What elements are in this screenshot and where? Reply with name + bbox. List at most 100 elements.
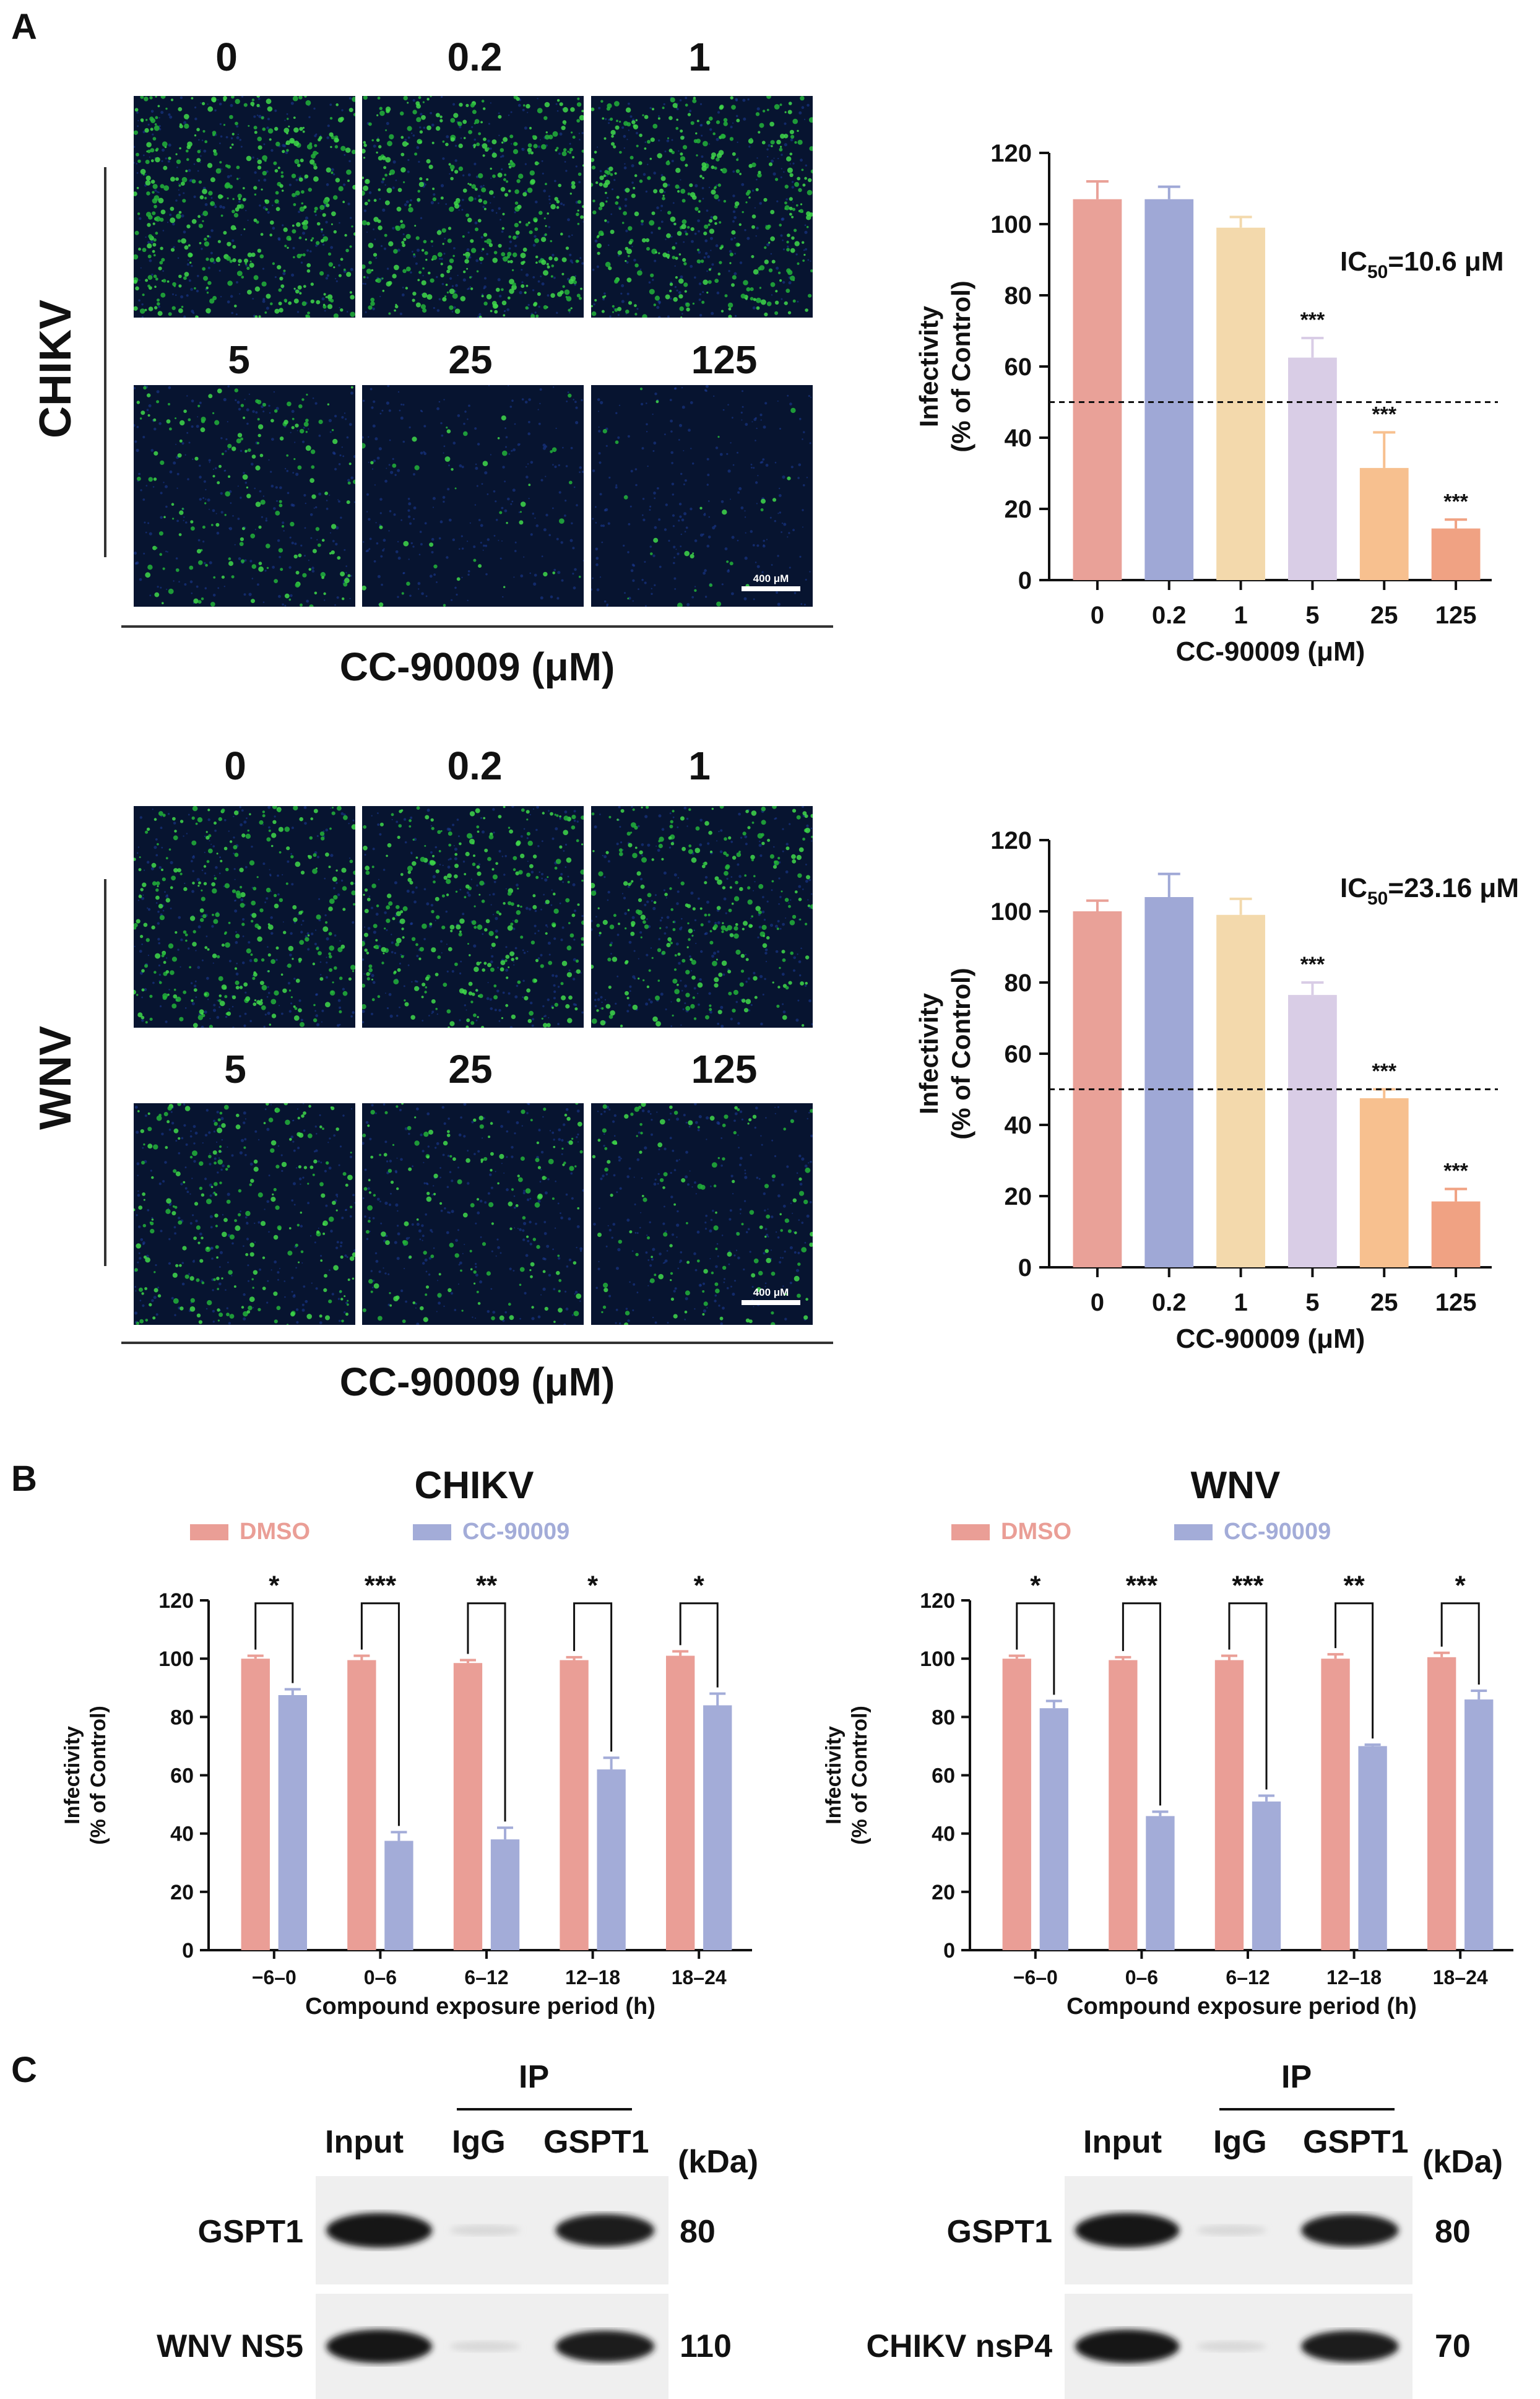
nucleus-dot [548, 534, 551, 537]
nucleus-dot [689, 110, 691, 112]
nucleus-dot [792, 181, 794, 183]
nucleus-dot [605, 508, 608, 511]
infected-cell-dot [469, 982, 473, 986]
nucleus-dot [309, 250, 312, 253]
infected-cell-dot [146, 176, 151, 181]
infected-cell-dot [756, 188, 759, 191]
infected-cell-dot [623, 121, 628, 126]
infected-cell-dot [563, 107, 568, 113]
infected-cell-dot [572, 914, 576, 918]
infected-cell-dot [703, 232, 707, 235]
nucleus-dot [810, 261, 811, 262]
nucleus-dot [441, 952, 443, 953]
infected-cell-dot [537, 108, 543, 113]
infected-cell-dot [764, 246, 766, 249]
nucleus-dot [563, 204, 565, 206]
infected-cell-dot [469, 183, 472, 186]
infected-cell-dot [655, 251, 657, 254]
infected-cell-dot [771, 140, 775, 144]
infected-cell-dot [569, 148, 573, 152]
nucleus-dot [411, 132, 412, 134]
infected-cell-dot [628, 241, 632, 245]
nucleus-dot [335, 543, 337, 545]
nucleus-dot [245, 866, 248, 869]
infected-cell-dot [698, 200, 701, 202]
infected-cell-dot [147, 223, 150, 227]
nucleus-dot [616, 843, 619, 845]
nucleus-dot [795, 1018, 798, 1022]
nucleus-dot [576, 504, 578, 506]
nucleus-dot [196, 425, 199, 428]
nucleus-dot [797, 1000, 799, 1002]
infected-cell-dot [602, 118, 604, 120]
infected-cell-dot [160, 184, 165, 188]
nucleus-dot [236, 313, 238, 315]
infected-cell-dot [672, 979, 677, 984]
infected-cell-dot [280, 284, 284, 288]
infected-cell-dot [246, 494, 251, 498]
infected-cell-dot [798, 188, 802, 192]
nucleus-dot [266, 306, 269, 310]
infected-cell-dot [270, 302, 273, 305]
nucleus-dot [420, 543, 423, 545]
nucleus-dot [258, 1139, 259, 1140]
infected-cell-dot [719, 106, 724, 110]
nucleus-dot [673, 817, 675, 818]
infected-cell-dot [259, 820, 263, 825]
nucleus-dot [592, 469, 595, 472]
nucleus-dot [236, 281, 238, 284]
nucleus-dot [753, 544, 755, 547]
infected-cell-dot [136, 919, 141, 924]
nucleus-dot [226, 136, 228, 139]
nucleus-dot [381, 410, 383, 412]
nucleus-dot [204, 1010, 207, 1013]
nucleus-dot [412, 251, 413, 253]
infected-cell-dot [348, 482, 351, 485]
nucleus-dot [448, 865, 451, 869]
nucleus-dot [168, 1238, 170, 1240]
infected-cell-dot [799, 919, 801, 921]
infected-cell-dot [676, 119, 678, 121]
nucleus-dot [625, 204, 627, 207]
nucleus-dot [201, 248, 202, 249]
infected-cell-dot [293, 96, 298, 102]
nucleus-dot [532, 1018, 534, 1020]
nucleus-dot [741, 420, 742, 421]
infected-cell-dot [425, 259, 427, 261]
nucleus-dot [707, 484, 709, 485]
infected-cell-dot [293, 256, 295, 259]
nucleus-dot [183, 516, 184, 518]
nucleus-dot [283, 530, 285, 531]
infected-cell-dot [628, 843, 633, 848]
nucleus-dot [659, 814, 662, 817]
nucleus-dot [147, 861, 150, 864]
infected-cell-dot [488, 931, 493, 936]
nucleus-dot [316, 993, 318, 996]
infected-cell-dot [311, 466, 314, 469]
infected-cell-dot [535, 959, 539, 962]
infected-cell-dot [743, 280, 748, 285]
nucleus-dot [732, 417, 733, 419]
nucleus-dot [530, 814, 531, 815]
nucleus-dot [140, 489, 142, 491]
infected-cell-dot [183, 931, 187, 934]
nucleus-dot [779, 488, 780, 489]
infected-cell-dot [696, 154, 698, 156]
infected-cell-dot [352, 970, 354, 972]
infected-cell-dot [730, 96, 733, 99]
infected-cell-dot [158, 811, 163, 816]
infected-cell-dot [599, 230, 604, 236]
nucleus-dot [641, 223, 643, 225]
infected-cell-dot [571, 815, 576, 819]
nucleus-dot [302, 920, 304, 922]
infected-cell-dot [303, 206, 306, 209]
infected-cell-dot [391, 813, 394, 816]
infected-cell-dot [714, 222, 717, 225]
nucleus-dot [523, 557, 524, 558]
nucleus-dot [538, 145, 540, 148]
nucleus-dot [786, 843, 789, 845]
nucleus-dot [707, 255, 710, 258]
nucleus-dot [169, 116, 172, 119]
nucleus-dot [337, 1241, 339, 1243]
infected-cell-dot [329, 955, 332, 959]
